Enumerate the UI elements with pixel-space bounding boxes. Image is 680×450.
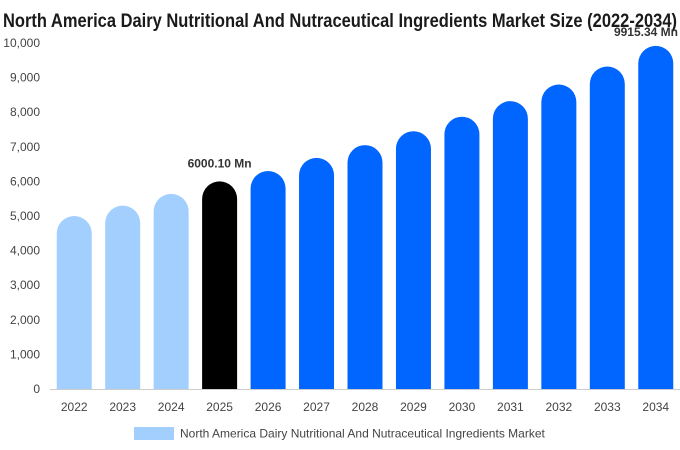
bar-2030 — [444, 116, 480, 389]
y-tick-label: 10,000 — [3, 36, 40, 50]
bar-2023 — [105, 205, 141, 389]
bar-2032 — [541, 84, 577, 390]
legend-label: North America Dairy Nutritional And Nutr… — [180, 427, 545, 441]
legend-swatch — [134, 427, 174, 440]
y-tick-label: 1,000 — [10, 347, 40, 361]
x-tick-label: 2023 — [109, 400, 136, 414]
bars — [56, 45, 674, 390]
bar-2022 — [56, 216, 92, 389]
y-tick-label: 7,000 — [10, 140, 40, 154]
bar-2029 — [395, 131, 431, 390]
y-tick-label: 0 — [33, 382, 40, 396]
bar-2028 — [347, 145, 383, 389]
y-tick-label: 8,000 — [10, 105, 40, 119]
x-tick-label: 2033 — [594, 400, 621, 414]
y-tick-label: 9,000 — [10, 71, 40, 85]
bar-2027 — [299, 157, 335, 389]
y-axis: 0 1,000 2,000 3,000 4,000 5,000 6,000 7,000 8,00… — [3, 36, 40, 396]
bar-2026 — [250, 171, 286, 389]
legend: North America Dairy Nutritional And Nutr… — [134, 427, 545, 441]
y-tick-label: 6,000 — [10, 174, 40, 188]
x-tick-label: 2027 — [303, 400, 330, 414]
bar-2025 — [202, 181, 238, 389]
y-tick-label: 5,000 — [10, 209, 40, 223]
x-tick-label: 2030 — [449, 400, 476, 414]
chart-title: North America Dairy Nutritional And Nutr… — [3, 11, 677, 32]
x-tick-label: 2026 — [255, 400, 282, 414]
y-tick-label: 2,000 — [10, 313, 40, 327]
x-tick-label: 2034 — [642, 400, 669, 414]
bar-2034 — [638, 45, 674, 390]
bar-2033 — [589, 66, 625, 389]
x-tick-label: 2028 — [352, 400, 379, 414]
x-axis: 2022 2023 2024 2025 2026 2027 2028 2029 2030 2031… — [50, 389, 680, 414]
data-label-2034: 9915.34 Mn — [614, 25, 678, 39]
annotations: 6000.10 Mn 9915.34 Mn — [188, 25, 678, 170]
data-label-2025: 6000.10 Mn — [188, 156, 252, 170]
bar-2031 — [492, 101, 528, 389]
x-tick-label: 2025 — [206, 400, 233, 414]
x-tick-label: 2031 — [497, 400, 524, 414]
x-tick-label: 2029 — [400, 400, 427, 414]
y-tick-label: 4,000 — [10, 244, 40, 258]
x-tick-label: 2022 — [61, 400, 88, 414]
x-tick-label: 2032 — [545, 400, 572, 414]
y-tick-label: 3,000 — [10, 278, 40, 292]
bar-2024 — [153, 193, 189, 389]
x-tick-label: 2024 — [158, 400, 185, 414]
